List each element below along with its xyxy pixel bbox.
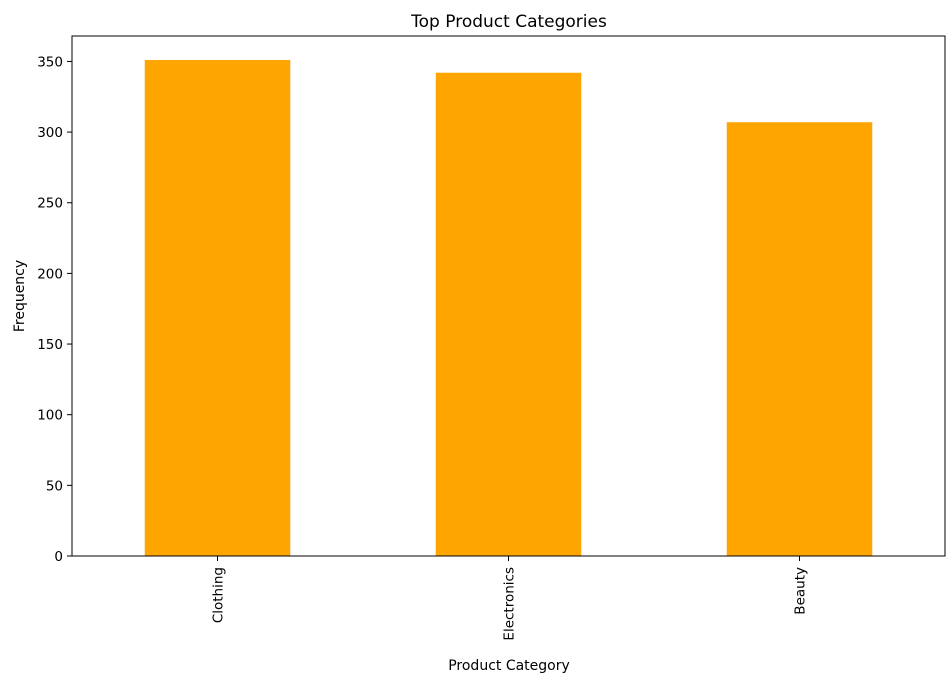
x-axis-ticks: Clothing Electronics Beauty xyxy=(211,556,809,641)
x-tick-label: Beauty xyxy=(793,567,809,615)
bars-layer xyxy=(144,60,873,557)
x-tick-label: Clothing xyxy=(211,567,227,623)
chart-title: Top Product Categories xyxy=(410,12,607,32)
bar-electronics xyxy=(435,72,582,556)
y-tick-label: 200 xyxy=(37,266,63,282)
bar-clothing xyxy=(144,60,291,557)
y-tick-label: 50 xyxy=(46,478,63,494)
y-tick-label: 250 xyxy=(37,196,63,212)
y-tick-label: 100 xyxy=(37,408,63,424)
y-axis-label: Frequency xyxy=(12,260,28,332)
x-tick-label: Electronics xyxy=(502,567,518,641)
y-tick-label: 150 xyxy=(37,337,63,353)
y-tick-label: 300 xyxy=(37,125,63,141)
y-tick-label: 350 xyxy=(37,54,63,70)
x-axis-label: Product Category xyxy=(448,658,570,674)
bar-beauty xyxy=(726,122,873,557)
y-axis-ticks: 0 50 100 150 200 250 300 350 xyxy=(37,54,72,565)
plot-frame xyxy=(71,35,946,557)
y-tick-label: 0 xyxy=(54,549,63,565)
